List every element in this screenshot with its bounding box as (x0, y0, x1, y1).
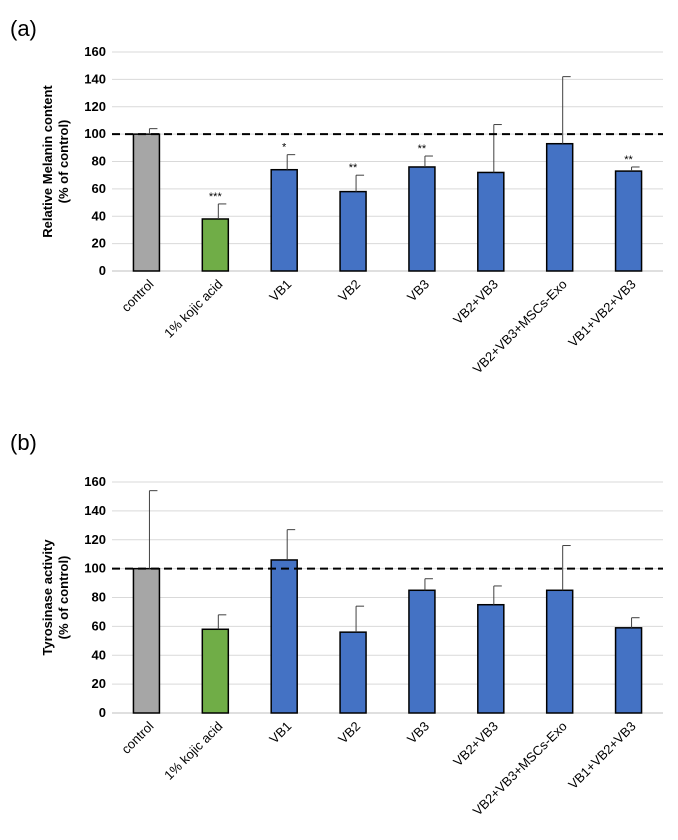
y-tick-label: 60 (92, 618, 106, 633)
x-tick-label: VB3 (404, 719, 432, 747)
bar (477, 603, 505, 714)
x-tick-label: 1% kojic acid (161, 719, 225, 783)
bar (408, 589, 436, 714)
bar (270, 559, 298, 714)
x-tick-label: VB1 (266, 719, 294, 747)
bar (477, 171, 505, 272)
bar (270, 168, 298, 272)
x-tick-label: control (118, 718, 156, 756)
y-tick-label: 140 (84, 71, 106, 86)
y-tick-label: 120 (84, 99, 106, 114)
y-tick-label: 160 (84, 474, 106, 489)
y-tick-label: 20 (92, 236, 106, 251)
bar (614, 627, 643, 714)
y-tick-label: 120 (84, 532, 106, 547)
y-tick-label: 0 (99, 705, 106, 720)
significance-mark: ** (349, 162, 358, 174)
bar (132, 567, 161, 714)
y-tick-label: 80 (92, 590, 106, 605)
y-axis-label-line2: (% of control) (56, 556, 71, 640)
x-tick-label: VB3 (404, 277, 432, 305)
bar (201, 628, 230, 714)
significance-mark: ** (418, 143, 427, 155)
y-axis-label-line1: Relative Melanin content (40, 85, 55, 238)
y-axis-label-line1: Tyrosinase activity (40, 539, 55, 656)
x-tick-label: VB2+VB3 (450, 719, 501, 770)
y-tick-label: 80 (92, 154, 106, 169)
significance-mark: *** (209, 191, 223, 203)
y-tick-label: 20 (92, 676, 106, 691)
y-tick-label: 0 (99, 263, 106, 278)
panel-label: (a) (10, 16, 37, 41)
x-tick-label: 1% kojic acid (161, 277, 225, 341)
y-tick-label: 140 (84, 503, 106, 518)
y-tick-label: 60 (92, 181, 106, 196)
significance-mark: ** (624, 154, 633, 166)
bar (408, 166, 436, 272)
y-tick-label: 100 (84, 126, 106, 141)
x-tick-label: VB2 (335, 277, 363, 305)
chart-panel-b: (b) 0 20 40 60 80 100 120 140 160 Tyrosinase activ… (10, 430, 663, 819)
y-tick-label: 100 (84, 561, 106, 576)
bar (545, 589, 574, 714)
significance-mark: * (282, 142, 287, 154)
y-axis-label-line2: (% of control) (56, 120, 71, 204)
x-tick-label: VB1+VB2+VB3 (565, 719, 638, 792)
x-tick-label: control (118, 276, 156, 314)
bar (339, 190, 367, 272)
y-tick-label: 40 (92, 208, 106, 223)
bar (614, 170, 643, 272)
chart-panel-a: (a) 0 20 40 60 80 100 120 140 160 Relative Melanin… (10, 16, 663, 377)
x-tick-label: VB1+VB2+VB3 (565, 277, 638, 350)
y-tick-label: 40 (92, 647, 106, 662)
x-tick-label: VB2 (335, 719, 363, 747)
bar (132, 133, 161, 272)
y-tick-label: 160 (84, 44, 106, 59)
x-tick-label: VB1 (266, 277, 294, 305)
bar (545, 142, 574, 272)
x-tick-label: VB2+VB3 (450, 277, 501, 328)
y-axis-label: Relative Melanin content(% of control) (40, 85, 71, 238)
panel-label: (b) (10, 430, 37, 455)
bar (339, 631, 367, 714)
bar (201, 218, 230, 272)
y-axis-label: Tyrosinase activity(% of control) (40, 539, 71, 656)
